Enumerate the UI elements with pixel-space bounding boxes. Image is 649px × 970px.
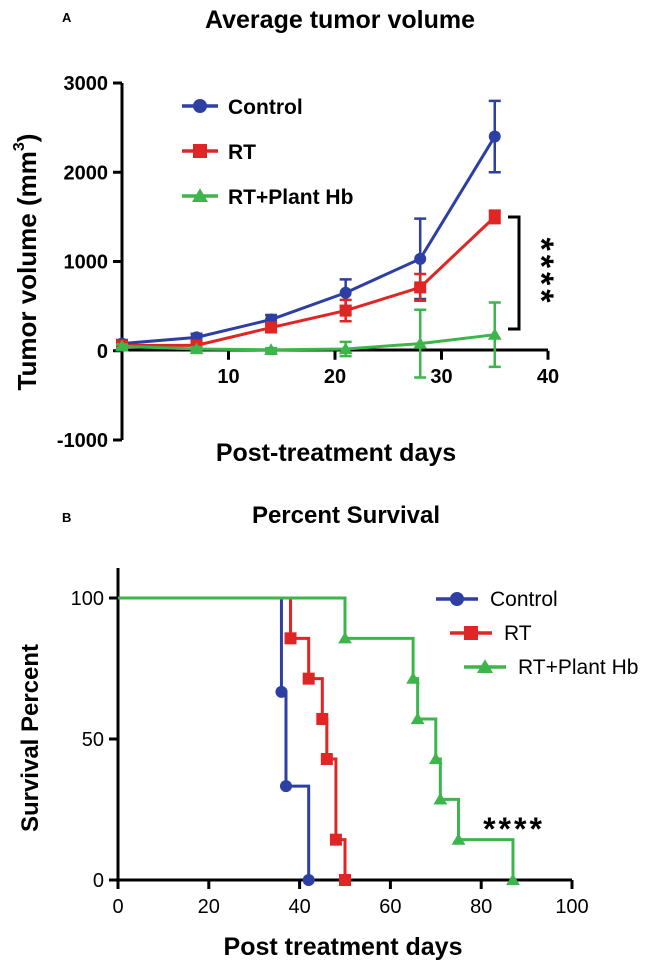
chart-a-significance: ****: [508, 215, 560, 331]
chart-a-point: [488, 210, 501, 223]
chart-a-line-rt: [122, 215, 496, 347]
chart-a-point: [339, 304, 352, 317]
chart-b-point: [428, 752, 443, 765]
chart-b-step-control: [118, 596, 311, 880]
chart-a-ytick-label: -1000: [57, 430, 108, 452]
chart-b-legend-marker: [476, 659, 494, 673]
chart-a-xtick-label: 20: [324, 366, 346, 388]
panel-a: A Average tumor volume -1000 0 1000 2000 300…: [11, 6, 560, 467]
chart-a-point: [414, 252, 427, 265]
chart-a-significance-bracket: [508, 215, 521, 331]
chart-b-series-rt: [118, 596, 351, 886]
chart-a-legend-marker: [191, 188, 209, 202]
chart-b-ytick-label: 0: [93, 870, 104, 892]
chart-a-point: [338, 342, 353, 355]
chart-b-point: [329, 833, 342, 846]
chart-a-legend-item-rt-plant-hb: RT+Plant Hb: [182, 186, 353, 209]
chart-a-point: [488, 130, 501, 143]
chart-b-legend-item-control: Control: [436, 588, 558, 611]
chart-a-series-rt-plant-hb: [115, 301, 502, 379]
chart-b-xtick-label: 100: [555, 896, 588, 918]
chart-b-xtick-label: 60: [379, 896, 401, 918]
chart-b-step-rt-plant-hb: [118, 596, 515, 880]
chart-a-point: [413, 337, 428, 349]
chart-b-ytick-label: 100: [71, 588, 104, 610]
chart-a-x-label: Post-treatment days: [216, 439, 456, 467]
chart-a-y-axis: -1000 0 1000 2000 3000: [57, 73, 124, 452]
chart-a-legend-item-rt: RT: [182, 141, 256, 164]
panel-b-letter: B: [62, 510, 71, 525]
chart-b-legend-marker: [450, 592, 464, 606]
chart-a-point: [189, 342, 204, 355]
chart-b-legend: Control RT RT+Plant Hb: [436, 588, 638, 679]
chart-a-point: [265, 321, 278, 334]
chart-a-point: [414, 281, 427, 294]
chart-b-point: [506, 873, 520, 886]
chart-a-legend-label: RT: [228, 141, 256, 164]
chart-a-legend: Control RT RT+Plant Hb: [182, 96, 353, 209]
chart-b-title: Percent Survival: [252, 502, 440, 529]
chart-b-legend-label: RT+Plant Hb: [518, 656, 638, 679]
chart-a-ytick-label: 2000: [64, 162, 109, 184]
chart-b-xtick-label: 20: [198, 896, 220, 918]
chart-b-significance-stars: ****: [483, 811, 545, 847]
chart-a-xtick-label: 30: [430, 366, 452, 388]
chart-b-legend-label: RT: [504, 622, 532, 645]
chart-b-y-axis: 0 50 100: [71, 568, 120, 892]
chart-a-ytick-label: 0: [97, 341, 108, 363]
chart-a-series: [115, 99, 502, 379]
chart-b-point: [451, 833, 466, 845]
chart-a-legend-item-control: Control: [182, 96, 303, 119]
panel-b: B Percent Survival 0 50 100 0 20 40 60 80 100 S…: [17, 502, 638, 961]
chart-b-xtick-label: 0: [112, 896, 123, 918]
chart-b-point: [338, 631, 352, 644]
chart-b-point: [320, 753, 333, 766]
chart-a-series-rt: [116, 209, 501, 352]
chart-a-y-label: Tumor volume (mm3): [11, 134, 42, 391]
chart-b-point: [284, 632, 297, 645]
chart-b-point: [302, 672, 315, 685]
chart-a-point: [339, 286, 352, 299]
chart-b-xtick-label: 80: [470, 896, 492, 918]
chart-b-ytick-label: 50: [82, 729, 104, 751]
chart-b-point: [406, 672, 420, 684]
chart-b-point: [410, 712, 425, 725]
chart-a-legend-label: RT+Plant Hb: [228, 186, 353, 209]
chart-a-point: [264, 343, 278, 355]
chart-b-legend-label: Control: [490, 588, 558, 611]
chart-a-xtick-label: 40: [537, 366, 559, 388]
chart-a-series-control: [116, 99, 501, 350]
chart-b-point: [339, 874, 351, 886]
chart-b-series-rt-plant-hb: [118, 596, 520, 886]
chart-b-series: [118, 596, 520, 886]
chart-b-xtick-label: 40: [288, 896, 310, 918]
chart-a-line-rt-plant-hb: [121, 333, 495, 352]
chart-a-point: [115, 339, 129, 352]
chart-a-xtick-label: 10: [217, 366, 239, 388]
chart-a-significance-stars: ****: [522, 238, 560, 307]
chart-b-legend-item-rt-plant-hb: RT+Plant Hb: [464, 656, 638, 679]
chart-b-point: [279, 780, 292, 793]
chart-b-legend-item-rt: RT: [450, 622, 532, 645]
chart-b-point: [316, 712, 329, 725]
chart-a-point: [487, 328, 502, 340]
chart-b-y-label: Survival Percent: [17, 644, 44, 832]
chart-b-legend-marker: [464, 626, 478, 640]
chart-b-step-rt: [118, 596, 347, 880]
chart-b-point: [302, 874, 315, 886]
chart-a-legend-marker: [193, 99, 207, 113]
chart-a-line-control: [121, 135, 497, 346]
chart-a-legend-marker: [193, 144, 207, 158]
panel-a-letter: A: [62, 10, 72, 25]
chart-a-ytick-label: 3000: [64, 73, 109, 95]
chart-a-ytick-label: 1000: [64, 252, 109, 274]
chart-b-x-label: Post treatment days: [224, 933, 463, 961]
chart-b-point: [433, 792, 448, 805]
chart-a-title: Average tumor volume: [205, 6, 475, 34]
chart-a-legend-label: Control: [228, 96, 303, 119]
chart-b-point: [275, 685, 288, 698]
